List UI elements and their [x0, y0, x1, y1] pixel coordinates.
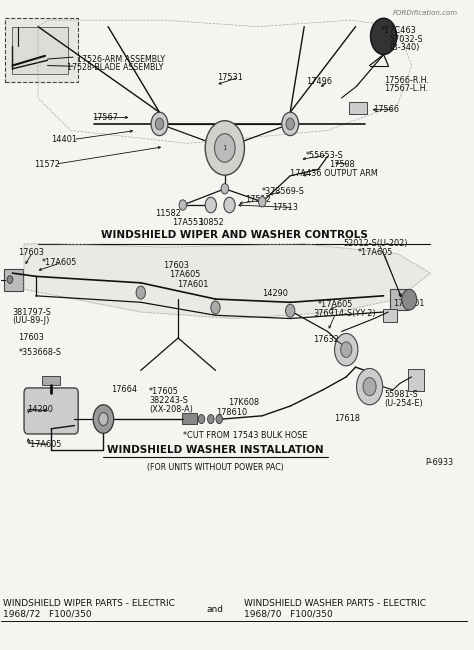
FancyBboxPatch shape — [12, 27, 68, 74]
Circle shape — [99, 413, 108, 426]
Text: 17508: 17508 — [329, 160, 355, 168]
Text: 14290: 14290 — [27, 405, 53, 414]
Text: (XX-208-A): (XX-208-A) — [149, 405, 193, 414]
Text: 178610: 178610 — [217, 408, 247, 417]
Text: 11582: 11582 — [155, 209, 181, 218]
Text: WINDSHIELD WIPER PARTS - ELECTRIC: WINDSHIELD WIPER PARTS - ELECTRIC — [3, 599, 175, 608]
Text: 52012-S(U-202): 52012-S(U-202) — [344, 239, 408, 248]
Text: 55981-S: 55981-S — [384, 390, 418, 399]
Circle shape — [155, 118, 164, 130]
Circle shape — [205, 121, 245, 175]
Text: FORDification.com: FORDification.com — [393, 10, 458, 16]
Text: 17603: 17603 — [18, 333, 44, 343]
Text: 17A601: 17A601 — [393, 299, 424, 308]
Text: 17A601: 17A601 — [177, 280, 209, 289]
Circle shape — [205, 197, 217, 213]
Text: 17531: 17531 — [217, 73, 243, 82]
Circle shape — [363, 378, 376, 396]
Text: 17566: 17566 — [373, 105, 399, 114]
Text: 14401: 14401 — [51, 135, 77, 144]
FancyBboxPatch shape — [348, 102, 367, 114]
Text: (U-254-E): (U-254-E) — [384, 399, 423, 408]
Circle shape — [179, 200, 187, 210]
Text: *378569-S: *378569-S — [262, 187, 305, 196]
Circle shape — [371, 18, 397, 55]
Text: 17603: 17603 — [163, 261, 189, 270]
Polygon shape — [24, 244, 430, 318]
Circle shape — [215, 134, 235, 162]
Text: 17513: 17513 — [273, 203, 298, 212]
Text: WINDSHIELD WASHER PARTS - ELECTRIC: WINDSHIELD WASHER PARTS - ELECTRIC — [244, 599, 426, 608]
Text: 1968/70   F100/350: 1968/70 F100/350 — [244, 610, 332, 619]
Circle shape — [356, 369, 383, 405]
Text: WINDSHIELD WIPER AND WASHER CONTROLS: WINDSHIELD WIPER AND WASHER CONTROLS — [101, 231, 368, 240]
Circle shape — [216, 415, 222, 424]
Circle shape — [224, 197, 235, 213]
Text: 17567: 17567 — [92, 113, 118, 122]
FancyBboxPatch shape — [383, 309, 397, 322]
Text: 10852: 10852 — [198, 218, 224, 227]
Text: 17603: 17603 — [18, 248, 44, 257]
Circle shape — [136, 286, 146, 299]
Text: 382243-S: 382243-S — [149, 396, 188, 406]
Circle shape — [341, 342, 352, 358]
Text: (FOR UNITS WITHOUT POWER PAC): (FOR UNITS WITHOUT POWER PAC) — [147, 463, 284, 472]
Circle shape — [151, 112, 168, 136]
Circle shape — [221, 183, 228, 194]
Text: (UU-89-J): (UU-89-J) — [12, 316, 50, 325]
Circle shape — [93, 405, 114, 434]
Circle shape — [258, 196, 266, 207]
Text: 17528-BLADE ASSEMBLY: 17528-BLADE ASSEMBLY — [67, 63, 164, 72]
Text: 17664: 17664 — [111, 385, 137, 395]
Text: *CUT FROM 17543 BULK HOSE: *CUT FROM 17543 BULK HOSE — [183, 431, 307, 440]
Text: *17605: *17605 — [149, 387, 179, 396]
Text: WINDSHIELD WASHER INSTALLATION: WINDSHIELD WASHER INSTALLATION — [107, 445, 324, 454]
Circle shape — [402, 289, 417, 310]
Circle shape — [198, 415, 205, 424]
Text: *17A605: *17A605 — [42, 258, 77, 267]
Text: 57032-S: 57032-S — [389, 35, 423, 44]
FancyBboxPatch shape — [24, 388, 78, 434]
Circle shape — [211, 301, 220, 314]
Text: 17A553: 17A553 — [172, 218, 203, 227]
Circle shape — [208, 415, 214, 424]
Text: 17632: 17632 — [313, 335, 338, 344]
Circle shape — [286, 118, 294, 130]
Text: 14290: 14290 — [262, 289, 288, 298]
FancyBboxPatch shape — [42, 376, 60, 385]
Text: *55653-S: *55653-S — [306, 151, 343, 159]
Circle shape — [285, 304, 295, 317]
FancyBboxPatch shape — [408, 369, 424, 391]
Text: *17A605: *17A605 — [318, 300, 354, 309]
Text: 17526-ARM ASSEMBLY: 17526-ARM ASSEMBLY — [77, 55, 165, 64]
Text: 1968/72   F100/350: 1968/72 F100/350 — [3, 610, 91, 619]
Text: 1: 1 — [223, 145, 227, 151]
Text: (B-340): (B-340) — [389, 43, 419, 52]
Text: 17567-L.H.: 17567-L.H. — [383, 84, 428, 93]
FancyBboxPatch shape — [390, 289, 408, 310]
Text: *17C463: *17C463 — [381, 26, 417, 35]
Text: 17512: 17512 — [245, 195, 271, 204]
Text: 17K608: 17K608 — [228, 398, 259, 408]
Text: *17A605: *17A605 — [357, 248, 393, 257]
Circle shape — [7, 276, 13, 283]
FancyBboxPatch shape — [4, 268, 23, 291]
FancyBboxPatch shape — [5, 18, 78, 82]
Text: 17496: 17496 — [307, 77, 333, 86]
Text: *353668-S: *353668-S — [18, 348, 62, 357]
Text: 17618: 17618 — [334, 414, 360, 423]
Text: 17A605: 17A605 — [169, 270, 200, 279]
Text: 17566-R.H.: 17566-R.H. — [383, 76, 428, 85]
Text: 381797-S: 381797-S — [12, 308, 51, 317]
FancyBboxPatch shape — [182, 413, 197, 424]
Text: 376914-S(YY-2): 376914-S(YY-2) — [313, 309, 376, 318]
Text: 17A436 OUTPUT ARM: 17A436 OUTPUT ARM — [290, 170, 378, 178]
Text: 11572: 11572 — [34, 160, 60, 168]
Circle shape — [282, 112, 299, 136]
Text: and: and — [207, 604, 224, 614]
Text: P-6933: P-6933 — [426, 458, 454, 467]
Circle shape — [335, 333, 358, 366]
Text: *17A605: *17A605 — [27, 441, 63, 450]
